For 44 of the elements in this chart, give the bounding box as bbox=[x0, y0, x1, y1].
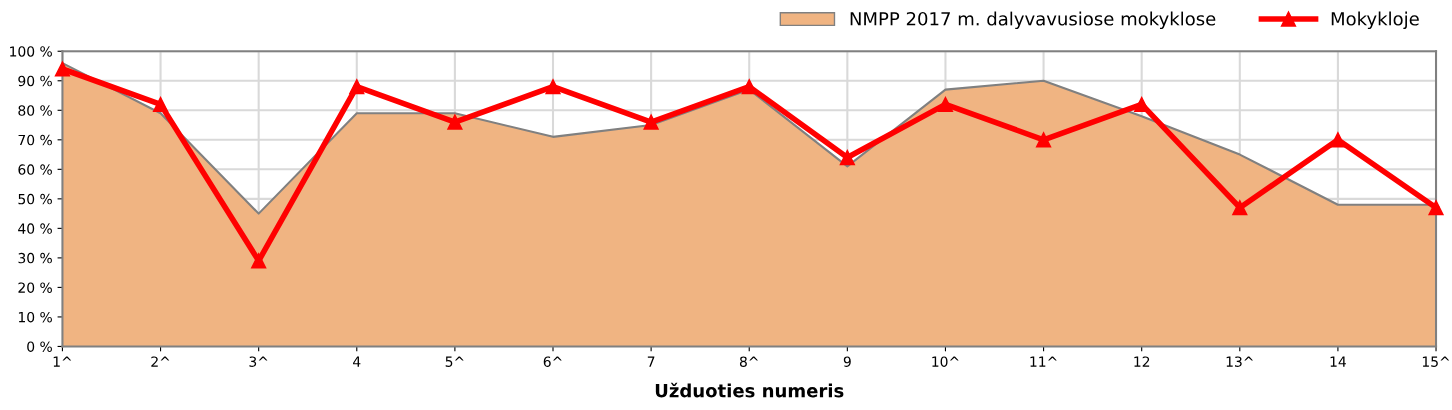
point bbox=[1134, 96, 1150, 113]
point bbox=[1330, 132, 1346, 148]
y-tick-label: 90 % bbox=[18, 75, 52, 87]
point bbox=[1428, 200, 1444, 216]
x-tick-label: 2^ bbox=[151, 356, 170, 367]
x-tick-label: 8^ bbox=[739, 356, 758, 367]
point bbox=[643, 114, 659, 130]
x-tick-label: 14 bbox=[1330, 356, 1346, 367]
point bbox=[54, 61, 71, 77]
x-tick-label: 6^ bbox=[543, 356, 562, 367]
y-tick-label: 10 % bbox=[18, 311, 52, 323]
point bbox=[1035, 132, 1052, 148]
point bbox=[447, 114, 463, 130]
x-tick-label: 5^ bbox=[445, 356, 464, 367]
y-tick-label: 50 % bbox=[18, 193, 52, 205]
point bbox=[251, 253, 267, 269]
point bbox=[152, 96, 169, 113]
y-tick-label: 80 % bbox=[18, 105, 52, 116]
y-tick-label: 30 % bbox=[18, 252, 52, 264]
point bbox=[545, 79, 561, 95]
x-tick-label: 12 bbox=[1134, 356, 1150, 367]
x-tick-label: 3^ bbox=[249, 356, 268, 367]
y-tick-label: 20 % bbox=[18, 282, 52, 293]
point bbox=[1232, 200, 1248, 216]
x-tick-label: 13^ bbox=[1226, 356, 1253, 367]
y-tick-label: 60 % bbox=[18, 164, 52, 175]
point bbox=[741, 79, 757, 95]
y-tick-label: 0 % bbox=[27, 341, 52, 352]
point bbox=[349, 79, 365, 95]
legend-label: NMPP 2017 m. dalyvavusiose mokyklose bbox=[850, 11, 1216, 30]
x-tick-label: 9 bbox=[843, 356, 851, 367]
point bbox=[937, 96, 954, 113]
x-tick-label: 15^ bbox=[1422, 356, 1450, 367]
y-tick-label: 100 % bbox=[10, 46, 52, 57]
point bbox=[839, 149, 855, 166]
x-tick-label: 1^ bbox=[53, 356, 72, 367]
y-tick-label: 40 % bbox=[18, 223, 52, 234]
y-tick-label: 70 % bbox=[18, 134, 52, 146]
x-tick-label: 11^ bbox=[1030, 356, 1057, 367]
x-tick-label: 7 bbox=[647, 356, 655, 367]
x-tick-label: 4 bbox=[353, 356, 361, 367]
x-tick-label: 10^ bbox=[932, 356, 959, 367]
legend-label: Mokykloje bbox=[1331, 11, 1419, 30]
x-axis-title: Užduoties numeris bbox=[655, 382, 844, 398]
